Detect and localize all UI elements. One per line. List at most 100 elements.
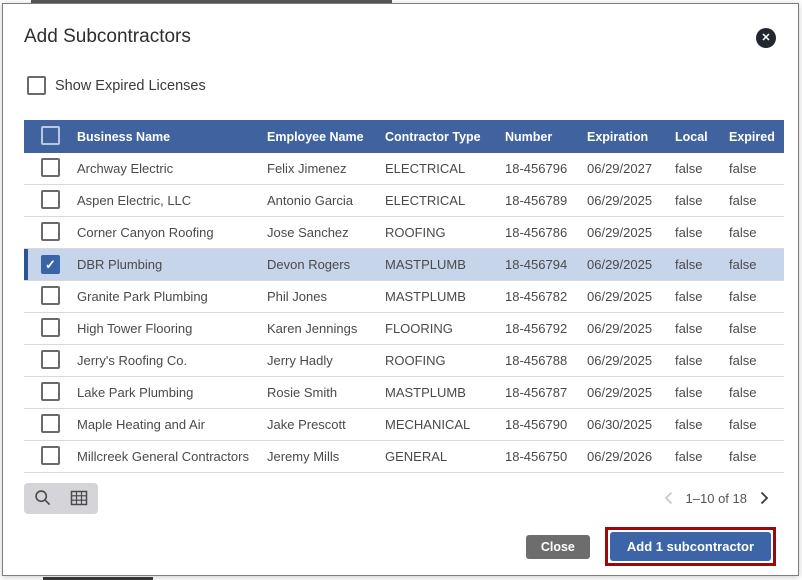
table-row[interactable]: Aspen Electric, LLCAntonio GarciaELECTRI… — [24, 185, 784, 217]
cell-expiration: 06/29/2025 — [587, 313, 675, 345]
row-checkbox-cell — [24, 313, 77, 345]
cell-employee: Jeremy Mills — [267, 441, 385, 473]
cell-expired: false — [729, 409, 784, 441]
column-header-local: Local — [675, 120, 729, 153]
pagination: 1–10 of 18 — [664, 491, 769, 506]
row-checkbox-cell — [24, 281, 77, 313]
cell-local: false — [675, 153, 729, 185]
chevron-right-icon — [760, 491, 769, 505]
cell-employee: Devon Rogers — [267, 249, 385, 281]
table-grid-icon — [70, 489, 88, 507]
cell-type: MASTPLUMB — [385, 377, 505, 409]
show-expired-licenses-toggle[interactable]: Show Expired Licenses — [27, 76, 798, 95]
column-header-expired: Expired — [729, 120, 784, 153]
cell-local: false — [675, 249, 729, 281]
cell-expiration: 06/29/2025 — [587, 185, 675, 217]
cell-type: GENERAL — [385, 441, 505, 473]
cell-expired: false — [729, 377, 784, 409]
table-tools-group — [24, 483, 98, 514]
cell-expired: false — [729, 217, 784, 249]
cell-number: 18-456796 — [505, 153, 587, 185]
search-icon — [34, 489, 52, 507]
cell-type: ELECTRICAL — [385, 185, 505, 217]
row-checkbox[interactable] — [41, 158, 60, 177]
close-button[interactable]: Close — [526, 535, 590, 559]
cell-number: 18-456788 — [505, 345, 587, 377]
column-header-expiration: Expiration — [587, 120, 675, 153]
cell-local: false — [675, 185, 729, 217]
cell-type: FLOORING — [385, 313, 505, 345]
cell-local: false — [675, 217, 729, 249]
row-checkbox[interactable]: ✓ — [41, 255, 60, 274]
cell-expiration: 06/29/2025 — [587, 217, 675, 249]
cell-number: 18-456789 — [505, 185, 587, 217]
column-header-business-name: Business Name — [77, 120, 267, 153]
cell-number: 18-456794 — [505, 249, 587, 281]
row-checkbox[interactable] — [41, 414, 60, 433]
cell-business: High Tower Flooring — [77, 313, 267, 345]
cell-business: DBR Plumbing — [77, 249, 267, 281]
row-checkbox[interactable] — [41, 318, 60, 337]
dialog-buttons-row: Close Add 1 subcontractor — [3, 527, 776, 566]
cell-expired: false — [729, 281, 784, 313]
row-checkbox-cell — [24, 217, 77, 249]
row-checkbox-cell — [24, 409, 77, 441]
add-subcontractor-button[interactable]: Add 1 subcontractor — [610, 532, 771, 561]
row-checkbox[interactable] — [41, 286, 60, 305]
row-checkbox-cell — [24, 345, 77, 377]
cell-number: 18-456787 — [505, 377, 587, 409]
table-row[interactable]: Jerry's Roofing Co.Jerry HadlyROOFING18-… — [24, 345, 784, 377]
table-row[interactable]: Granite Park PlumbingPhil JonesMASTPLUMB… — [24, 281, 784, 313]
cell-employee: Karen Jennings — [267, 313, 385, 345]
cell-expiration: 06/29/2025 — [587, 249, 675, 281]
table-row[interactable]: Archway ElectricFelix JimenezELECTRICAL1… — [24, 153, 784, 185]
previous-page-button[interactable] — [664, 491, 673, 505]
table-body: Archway ElectricFelix JimenezELECTRICAL1… — [24, 153, 784, 473]
row-checkbox[interactable] — [41, 382, 60, 401]
cell-expiration: 06/30/2025 — [587, 409, 675, 441]
row-checkbox[interactable] — [41, 446, 60, 465]
select-all-checkbox[interactable] — [41, 126, 60, 145]
cell-business: Corner Canyon Roofing — [77, 217, 267, 249]
cell-employee: Jose Sanchez — [267, 217, 385, 249]
column-settings-button[interactable] — [68, 487, 90, 509]
table-row[interactable]: ✓DBR PlumbingDevon RogersMASTPLUMB18-456… — [24, 249, 784, 281]
show-expired-label: Show Expired Licenses — [55, 78, 206, 94]
cell-expired: false — [729, 313, 784, 345]
row-checkbox-cell — [24, 153, 77, 185]
cell-type: ROOFING — [385, 217, 505, 249]
cell-local: false — [675, 281, 729, 313]
cell-local: false — [675, 441, 729, 473]
table-row[interactable]: High Tower FlooringKaren JenningsFLOORIN… — [24, 313, 784, 345]
column-header-employee-name: Employee Name — [267, 120, 385, 153]
cell-business: Archway Electric — [77, 153, 267, 185]
row-checkbox[interactable] — [41, 350, 60, 369]
table-row[interactable]: Lake Park PlumbingRosie SmithMASTPLUMB18… — [24, 377, 784, 409]
cell-type: ELECTRICAL — [385, 153, 505, 185]
column-header-contractor-type: Contractor Type — [385, 120, 505, 153]
column-header-number: Number — [505, 120, 587, 153]
table-row[interactable]: Millcreek General ContractorsJeremy Mill… — [24, 441, 784, 473]
cell-number: 18-456792 — [505, 313, 587, 345]
pagination-label: 1–10 of 18 — [686, 491, 747, 506]
dialog-header: Add Subcontractors ✕ — [3, 4, 798, 49]
dialog-close-button[interactable]: ✕ — [756, 28, 776, 48]
cell-number: 18-456790 — [505, 409, 587, 441]
cell-type: MECHANICAL — [385, 409, 505, 441]
cell-expiration: 06/29/2026 — [587, 441, 675, 473]
next-page-button[interactable] — [760, 491, 769, 505]
search-button[interactable] — [32, 487, 54, 509]
row-checkbox-cell — [24, 185, 77, 217]
show-expired-checkbox[interactable] — [27, 76, 46, 95]
row-checkbox[interactable] — [41, 222, 60, 241]
cell-expired: false — [729, 249, 784, 281]
table-row[interactable]: Maple Heating and AirJake PrescottMECHAN… — [24, 409, 784, 441]
row-checkbox[interactable] — [41, 190, 60, 209]
cell-number: 18-456786 — [505, 217, 587, 249]
cell-expiration: 06/29/2025 — [587, 281, 675, 313]
cell-local: false — [675, 345, 729, 377]
table-row[interactable]: Corner Canyon RoofingJose SanchezROOFING… — [24, 217, 784, 249]
cell-employee: Phil Jones — [267, 281, 385, 313]
cell-number: 18-456782 — [505, 281, 587, 313]
chevron-left-icon — [664, 491, 673, 505]
